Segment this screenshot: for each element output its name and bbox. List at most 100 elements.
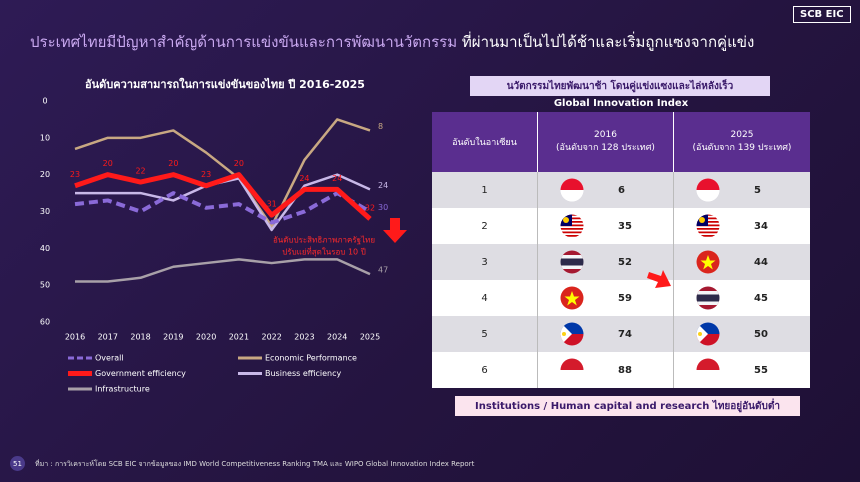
chart-title: อันดับความสามารถในการแข่งขันของไทย ปี 20… [85,77,365,91]
flag-holder [560,214,584,238]
table-cell: 52 [537,244,673,280]
arrow [647,270,671,288]
data-label: 24 [299,174,309,183]
table-cell: 6 [432,352,537,388]
flag-holder [560,286,584,310]
flag-holder [696,358,720,382]
flag-holder [696,322,720,346]
x-tick-label: 2016 [65,333,85,342]
x-tick-label: 2019 [163,333,183,342]
x-tick-label: 2025 [360,333,380,342]
slide-title: ประเทศไทยมีปัญหาสำคัญด้านการแข่งขันและกา… [30,30,754,54]
table-cell: 4 [432,280,537,316]
table-cell: 5 [673,172,810,208]
series-line [74,191,371,225]
down-arrow [383,218,407,243]
rank-value: 74 [618,328,632,340]
y-tick-label: 10 [40,133,50,142]
rank-value: 34 [754,220,768,232]
y-tick-label: 0 [42,97,47,106]
source: ที่มา : การวิเคราะห์โดย SCB EIC จากข้อมู… [35,460,475,468]
column-header: 2025 (อันดับจาก 139 ประเทศ) [674,112,810,172]
table-cell: 59 [537,280,673,316]
rank: 5 [481,328,488,340]
data-label: 20 [234,159,244,168]
annotation: อันดับประสิทธิภาพภาครัฐไทย [273,236,375,245]
flag [560,286,584,310]
data-label: 24 [332,174,342,183]
y-tick-label: 30 [40,207,50,216]
table-cell: 55 [673,352,810,388]
table-cell: 50 [673,316,810,352]
page-number: 51 [10,456,25,471]
flag-holder [560,322,584,346]
rank-value: 44 [754,256,768,268]
flag [696,178,720,202]
table-title: นวัตกรรมไทยพัฒนาช้า โดนคู่แข่งแซงและไล่ห… [470,76,770,96]
data-label: 23 [201,170,211,179]
data-label: 8 [378,122,383,131]
data-label: 20 [103,159,113,168]
rank-value: 35 [618,220,632,232]
header-line: (อันดับจาก 139 ประเทศ) [692,143,792,153]
legend-label: Government efficiency [95,369,186,378]
logo: SCB EIC [793,6,851,23]
x-tick-label: 2024 [327,333,347,342]
rank-value: 52 [618,256,632,268]
flag [560,250,584,274]
flag-holder [696,250,720,274]
data-label: 24 [378,181,388,190]
data-label: 20 [168,159,178,168]
flag [560,358,584,382]
legend-label: Overall [95,354,124,363]
data-label: 30 [378,203,388,212]
x-tick-label: 2020 [196,333,216,342]
flag-holder [560,178,584,202]
rank-value: 59 [618,292,632,304]
header-line: (อันดับจาก 128 ประเทศ) [556,143,655,153]
data-label: 32 [365,203,375,212]
table-cell: 34 [673,208,810,244]
x-tick-label: 2021 [229,333,249,342]
table-cell: 6 [537,172,673,208]
x-tick-label: 2018 [130,333,150,342]
table-cell: 88 [537,352,673,388]
rank-value: 55 [754,364,768,376]
title-part: ประเทศไทยมีปัญหาสำคัญด้านการแข่งขันและกา… [30,33,458,51]
flag [696,322,720,346]
flag [696,358,720,382]
header-line: อันดับในอาเซียน [452,138,517,148]
flag [560,178,584,202]
flag-holder [696,178,720,202]
rank-value: 88 [618,364,632,376]
y-tick-label: 60 [40,318,50,327]
series-line [74,172,372,221]
rank-value: 50 [754,328,768,340]
x-tick-label: 2022 [261,333,281,342]
flag-holder [560,250,584,274]
line-chart: อันดับความสามารถในการแข่งขันของไทย ปี 20… [40,77,407,394]
y-tick-label: 50 [40,281,50,290]
header-line: 2025 [730,130,754,140]
rank: 3 [481,256,488,268]
rank: 6 [481,364,488,376]
x-tick-label: 2017 [98,333,118,342]
flag-holder [560,358,584,382]
table-cell: 74 [537,316,673,352]
flag [696,286,720,310]
legend-label: Business efficiency [265,369,341,378]
flag-holder [696,286,720,310]
flag [560,214,584,238]
header-line: 2016 [594,130,617,140]
table-cell: 2 [432,208,537,244]
table-cell: 35 [537,208,673,244]
data-label: 23 [70,170,80,179]
title-part: ที่ผ่านมาเป็นไปได้ช้าและเริ่มถูกแซงจากคู… [461,33,755,51]
y-tick-label: 40 [40,244,50,253]
data-label: 31 [267,200,277,209]
flag [560,322,584,346]
rank: 1 [481,184,488,196]
legend-label: Economic Performance [265,354,357,363]
rank-value: 45 [754,292,768,304]
